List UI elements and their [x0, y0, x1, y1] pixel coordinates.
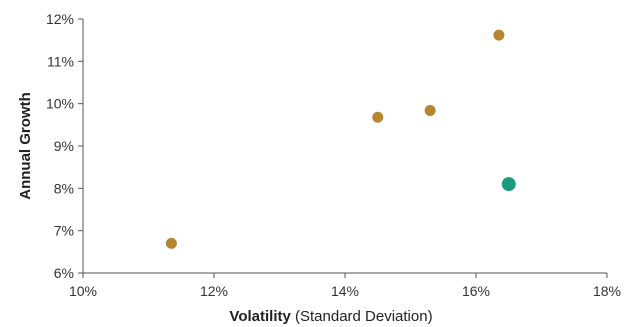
y-tick-label: 10% — [46, 96, 74, 112]
y-axis-title: Annual Growth — [17, 92, 34, 200]
data-point — [424, 104, 436, 116]
y-ticks: 6% 7% 8% 9% 10% 11% 12% — [46, 11, 83, 281]
y-tick-label: 7% — [54, 223, 74, 239]
data-point — [493, 29, 505, 41]
highlighted-data-point — [501, 177, 516, 192]
y-tick-label: 6% — [54, 265, 74, 281]
x-tick-label: 14% — [331, 283, 359, 299]
x-tick-label: 12% — [200, 283, 228, 299]
x-axis-title: Volatility (Standard Deviation) — [229, 308, 432, 325]
x-tick-label: 10% — [69, 283, 97, 299]
y-tick-label: 11% — [47, 53, 74, 69]
y-tick-label: 12% — [46, 11, 74, 27]
y-tick-label: 9% — [54, 138, 74, 154]
data-points — [165, 29, 516, 249]
x-axis-title-rest: (Standard Deviation) — [291, 308, 433, 325]
data-point — [165, 237, 177, 249]
x-axis-title-bold: Volatility — [229, 308, 291, 325]
y-tick-label: 8% — [54, 180, 74, 196]
axes — [82, 19, 607, 274]
x-tick-label: 18% — [593, 283, 621, 299]
x-ticks: 10% 12% 14% 16% 18% — [69, 273, 621, 299]
data-point — [372, 111, 384, 123]
x-tick-label: 16% — [462, 283, 490, 299]
